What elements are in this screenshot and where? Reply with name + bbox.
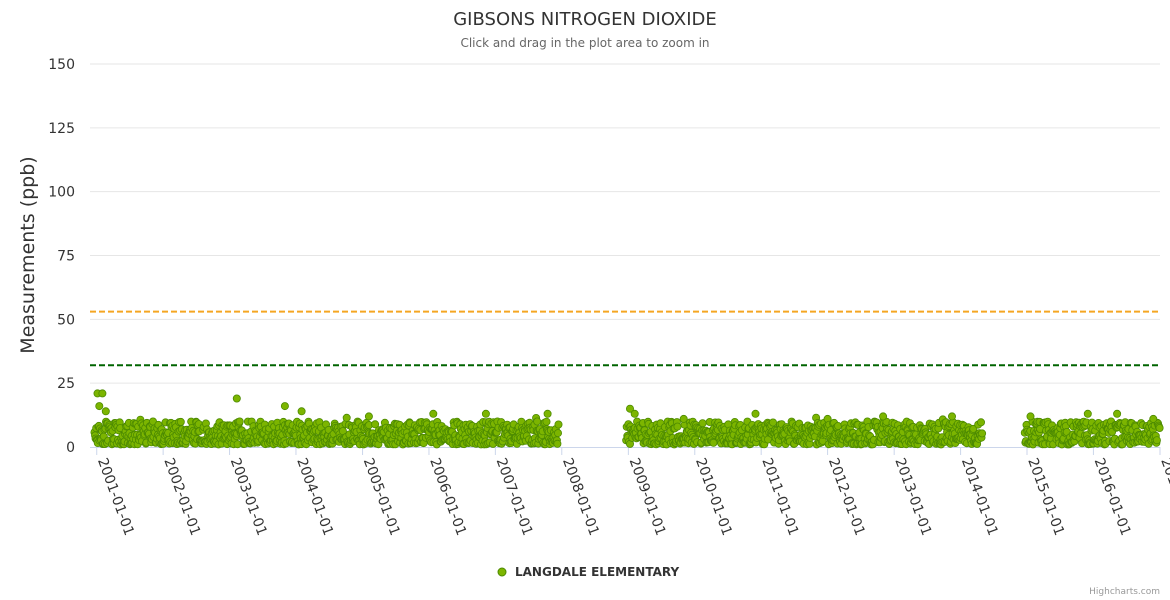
data-point[interactable] xyxy=(673,422,682,431)
data-point[interactable] xyxy=(1026,412,1035,421)
data-point[interactable] xyxy=(338,427,347,436)
data-point[interactable] xyxy=(1083,409,1092,418)
data-point[interactable] xyxy=(834,421,843,430)
data-point[interactable] xyxy=(101,407,110,416)
y-tick-label: 25 xyxy=(57,376,75,392)
data-point[interactable] xyxy=(554,420,563,429)
x-tick-label: 2008-01-01 xyxy=(559,456,602,538)
data-point[interactable] xyxy=(533,417,542,426)
x-axis-ticks: 2001-01-01 2002-01-01 2003-01-01 2004-01-01… xyxy=(94,447,1170,538)
x-tick-label: 2014-01-01 xyxy=(958,456,1001,538)
x-tick-label: 2011-01-01 xyxy=(758,456,801,538)
grid-lines xyxy=(90,63,1160,384)
credits-link[interactable]: Highcharts.com xyxy=(1089,587,1160,597)
data-point[interactable] xyxy=(751,409,760,418)
x-tick-label: 2007-01-01 xyxy=(493,456,536,538)
y-tick-label: 75 xyxy=(57,249,75,265)
data-point[interactable] xyxy=(977,418,986,427)
data-point[interactable] xyxy=(543,409,552,418)
chart-title: GIBSONS NITROGEN DIOXIDE xyxy=(453,9,717,30)
legend-marker-icon[interactable] xyxy=(497,567,507,577)
data-point[interactable] xyxy=(1155,423,1164,432)
y-tick-label: 150 xyxy=(48,57,75,73)
data-point[interactable] xyxy=(542,417,551,426)
data-point[interactable] xyxy=(554,429,563,438)
data-point[interactable] xyxy=(553,439,562,448)
data-point[interactable] xyxy=(1113,409,1122,418)
y-tick-label: 125 xyxy=(48,121,75,137)
y-tick-label: 0 xyxy=(66,440,75,456)
plot-area[interactable] xyxy=(90,389,1164,449)
data-point[interactable] xyxy=(481,409,490,418)
data-point[interactable] xyxy=(630,409,639,418)
reference-lines xyxy=(90,310,1160,367)
data-point[interactable] xyxy=(948,412,957,421)
data-point[interactable] xyxy=(978,429,987,438)
data-point[interactable] xyxy=(769,418,778,427)
data-point[interactable] xyxy=(176,417,185,426)
data-point[interactable] xyxy=(429,409,438,418)
data-point[interactable] xyxy=(98,389,107,398)
data-point[interactable] xyxy=(232,394,241,403)
legend[interactable]: LANGDALE ELEMENTARY xyxy=(497,565,679,579)
x-tick-label: 2012-01-01 xyxy=(825,456,868,538)
x-tick-label: 2006-01-01 xyxy=(426,456,469,538)
y-axis-ticks: 0 25 50 75 100 125 150 xyxy=(48,57,75,456)
data-point[interactable] xyxy=(879,412,888,421)
data-point[interactable] xyxy=(626,404,635,413)
y-axis-label: Measurements (ppb) xyxy=(17,156,39,353)
x-tick-label: 2009-01-01 xyxy=(626,456,669,538)
data-point[interactable] xyxy=(280,402,289,411)
x-tick-label: 2010-01-01 xyxy=(692,456,735,538)
data-point[interactable] xyxy=(297,407,306,416)
x-tick-label: 2002-01-01 xyxy=(160,456,203,538)
data-point[interactable] xyxy=(235,417,244,426)
x-tick-label: 2017-01-01 xyxy=(1157,456,1170,538)
x-tick-label: 2015-01-01 xyxy=(1024,456,1067,538)
chart-subtitle: Click and drag in the plot area to zoom … xyxy=(460,36,709,50)
x-tick-label: 2013-01-01 xyxy=(891,456,934,538)
legend-item-label[interactable]: LANGDALE ELEMENTARY xyxy=(515,565,679,579)
data-point[interactable] xyxy=(698,419,707,428)
data-point[interactable] xyxy=(679,414,688,423)
y-tick-label: 100 xyxy=(48,185,75,201)
y-tick-label: 50 xyxy=(57,312,75,328)
data-point[interactable] xyxy=(371,420,380,429)
x-tick-label: 2001-01-01 xyxy=(94,456,137,538)
x-tick-label: 2016-01-01 xyxy=(1091,456,1134,538)
data-point[interactable] xyxy=(1152,436,1161,445)
data-point[interactable] xyxy=(364,412,373,421)
x-tick-label: 2005-01-01 xyxy=(360,456,403,538)
data-point[interactable] xyxy=(95,402,104,411)
data-point[interactable] xyxy=(1149,414,1158,423)
data-point[interactable] xyxy=(342,413,351,422)
x-tick-label: 2003-01-01 xyxy=(227,456,270,538)
x-tick-label: 2004-01-01 xyxy=(293,456,336,538)
